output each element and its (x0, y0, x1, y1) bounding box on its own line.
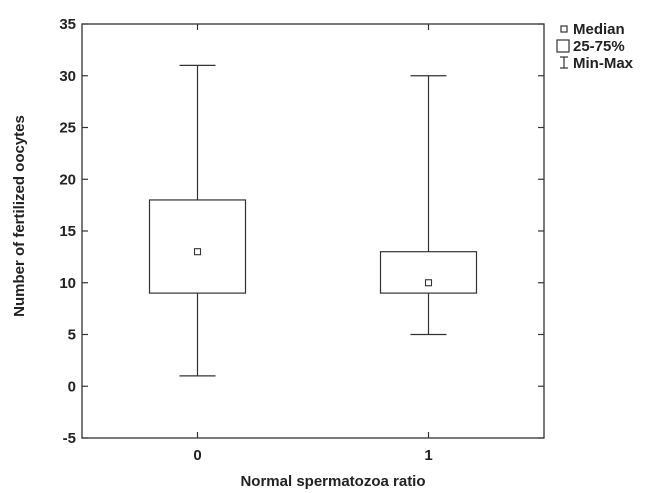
legend-whisker-label: Min-Max (573, 55, 634, 72)
y-tick-label: 10 (59, 275, 76, 292)
legend-median-label: Median (573, 21, 625, 38)
legend-box-symbol (556, 39, 570, 53)
y-tick-label: 5 (68, 327, 76, 344)
box-group (379, 75, 478, 336)
y-tick-label: -5 (63, 430, 76, 447)
y-tick-label: 35 (59, 16, 76, 33)
x-axis-label: Normal spermatozoa ratio (240, 473, 425, 490)
legend-box-label: 25-75% (573, 38, 625, 55)
iqr-box (379, 251, 478, 294)
y-tick-label: 25 (59, 120, 76, 137)
y-tick-label: 0 (68, 378, 76, 395)
boxes (148, 64, 478, 377)
median-marker (424, 279, 433, 287)
legend-whisker-symbol (560, 56, 568, 69)
legend-median-symbol (560, 25, 568, 33)
median-marker (193, 248, 202, 256)
legend: Median 25-75% Min-Max (556, 21, 634, 72)
iqr-box (148, 199, 247, 294)
y-tick-label: 20 (59, 171, 76, 188)
y-axis: -5 0 5 10 15 20 25 30 35 (59, 16, 544, 447)
x-tick-label: 1 (424, 447, 432, 464)
y-tick-label: 30 (59, 68, 76, 85)
y-axis-label: Number of fertilized oocytes (11, 115, 28, 317)
box-group (148, 64, 247, 377)
y-tick-label: 15 (59, 223, 76, 240)
x-tick-label: 0 (193, 447, 201, 464)
